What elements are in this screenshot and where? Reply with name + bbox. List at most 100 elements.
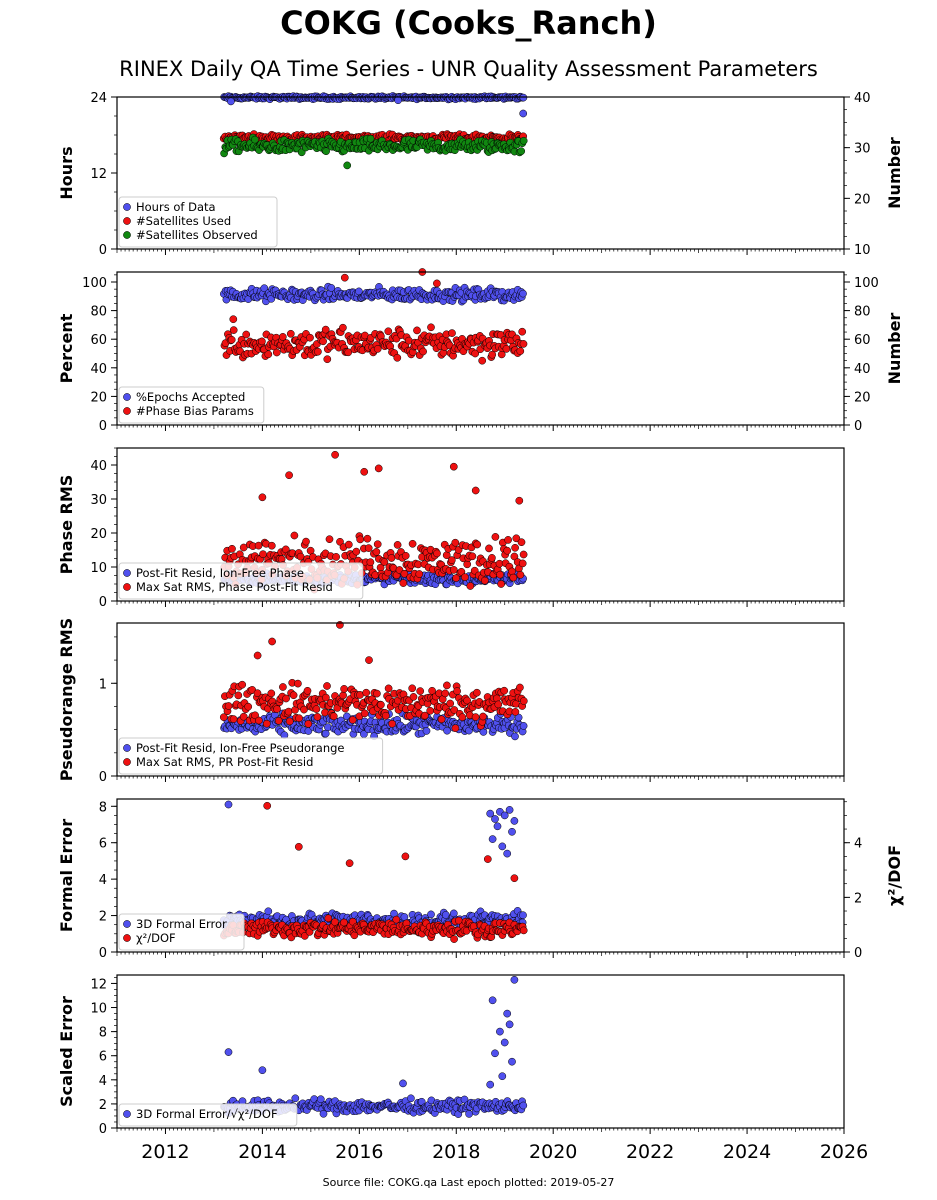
y-right-tick-label: 30: [854, 142, 871, 157]
data-point: [388, 719, 396, 728]
data-point: [377, 700, 385, 709]
y-tick-label: 20: [90, 390, 107, 405]
y-tick-label: 0: [99, 1122, 107, 1137]
data-point: [433, 549, 441, 558]
data-point: [360, 467, 369, 476]
legend-marker: [123, 407, 131, 415]
data-point: [512, 534, 521, 543]
data-point: [465, 1110, 473, 1118]
data-point: [519, 109, 528, 118]
data-point: [519, 722, 528, 730]
data-point: [262, 719, 271, 728]
data-point: [498, 1072, 507, 1081]
y-right-tick-label: 0: [854, 419, 862, 434]
data-point: [516, 347, 525, 355]
legend-marker: [123, 203, 131, 211]
data-point: [340, 685, 348, 693]
data-point: [510, 817, 519, 825]
data-point: [426, 706, 435, 715]
data-point: [286, 329, 295, 338]
data-point: [314, 347, 322, 356]
legend-entry: #Phase Bias Params: [136, 404, 254, 418]
data-point: [268, 637, 276, 646]
data-point: [471, 486, 480, 495]
data-point: [518, 559, 527, 568]
data-point: [363, 534, 372, 543]
data-point: [449, 566, 458, 574]
y-right-tick-label: 20: [854, 390, 871, 405]
data-point: [295, 714, 303, 723]
data-point: [253, 651, 262, 660]
data-point: [323, 682, 331, 690]
legend-entry: Hours of Data: [136, 200, 216, 214]
data-point: [384, 684, 393, 693]
data-point: [400, 569, 409, 578]
data-point: [401, 852, 410, 861]
data-point: [516, 570, 525, 579]
data-point: [325, 535, 334, 544]
data-point: [494, 700, 503, 709]
data-point: [364, 544, 373, 552]
data-point: [365, 656, 373, 664]
data-point: [336, 621, 344, 629]
data-point: [509, 573, 518, 582]
x-tick-label: 2024: [723, 1141, 771, 1163]
x-tick-label: 2022: [626, 1141, 674, 1163]
y-tick-label: 10: [90, 561, 107, 576]
data-point: [321, 729, 330, 738]
data-point: [373, 689, 381, 698]
data-point: [505, 806, 514, 814]
y-axis-label-right: Number: [885, 313, 904, 385]
legend-marker: [123, 920, 131, 928]
data-point: [437, 715, 446, 724]
data-point: [285, 717, 294, 726]
data-point: [362, 688, 371, 697]
data-point: [486, 809, 495, 818]
data-point: [471, 713, 480, 721]
data-point: [316, 1095, 325, 1104]
legend-box: [118, 737, 384, 775]
y-axis-label: Pseudorange RMS: [57, 618, 76, 781]
y-tick-label: 6: [99, 1050, 107, 1065]
x-tick-label: 2020: [529, 1141, 577, 1163]
data-point: [519, 911, 527, 920]
data-point: [488, 554, 496, 562]
data-point: [519, 926, 528, 935]
data-point: [488, 835, 497, 843]
data-point: [303, 686, 312, 695]
data-point: [274, 716, 283, 725]
data-point: [380, 558, 389, 566]
legend-marker: [123, 583, 131, 591]
y-axis-label: Scaled Error: [57, 996, 76, 1107]
data-point: [517, 538, 526, 547]
chart-title: COKG (Cooks_Ranch): [280, 4, 657, 42]
data-point: [344, 540, 353, 549]
legend-entry: χ²/DOF: [136, 931, 176, 945]
data-point: [427, 323, 435, 332]
legend-marker: [123, 758, 131, 766]
data-point: [463, 696, 471, 705]
data-point: [408, 539, 417, 548]
data-point: [264, 350, 273, 359]
data-point: [500, 1038, 509, 1047]
y-right-tick-label: 40: [854, 362, 871, 377]
data-point: [433, 279, 441, 288]
chart-panel-2: 0 20 40 60 80 100 0 20 40 60 80 100 Percent Number %Ep…: [57, 268, 904, 434]
data-point: [488, 350, 497, 359]
data-point: [258, 1066, 267, 1075]
y-right-tick-label: 40: [854, 91, 871, 106]
legend-marker: [123, 744, 131, 752]
data-point: [285, 471, 293, 480]
data-point: [496, 570, 504, 579]
data-point: [483, 855, 492, 863]
data-point: [282, 694, 290, 703]
data-point: [339, 323, 347, 332]
x-tick-label: 2018: [432, 1141, 480, 1163]
data-point: [264, 907, 273, 916]
data-point: [294, 679, 302, 688]
data-point: [399, 1079, 407, 1088]
data-point: [381, 711, 390, 720]
data-point: [343, 161, 352, 170]
